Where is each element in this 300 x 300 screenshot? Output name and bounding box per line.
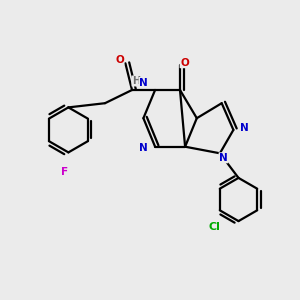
Text: N: N <box>219 153 228 163</box>
Text: O: O <box>180 58 189 68</box>
Text: N: N <box>240 123 249 134</box>
Text: F: F <box>61 167 68 177</box>
Text: O: O <box>115 55 124 65</box>
Text: H: H <box>132 76 140 86</box>
Text: Cl: Cl <box>208 222 220 232</box>
Text: N: N <box>139 77 148 88</box>
Text: N: N <box>139 143 148 153</box>
